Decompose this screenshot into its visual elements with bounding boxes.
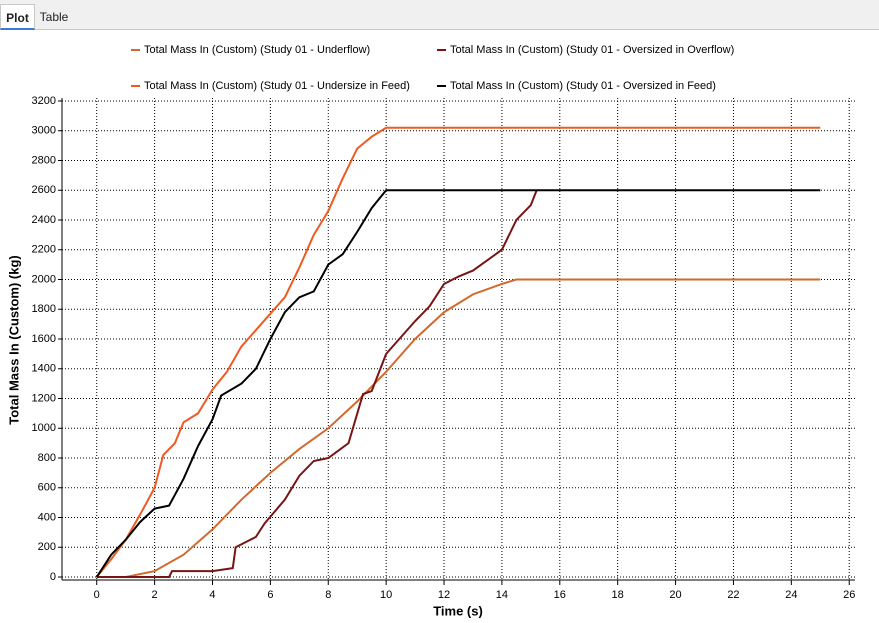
x-tick-label: 0: [94, 589, 100, 601]
legend-label: Total Mass In (Custom) (Study 01 - Under…: [144, 44, 370, 56]
y-tick-label: 2200: [32, 244, 56, 256]
y-tick-label: 3000: [32, 125, 56, 137]
series-line: [96, 189, 538, 579]
x-axis-label: Time (s): [433, 603, 483, 618]
tab[interactable]: Plot: [0, 4, 35, 30]
y-axis-label: Total Mass In (Custom) (kg): [6, 255, 21, 424]
tab-bar: Plot Table: [0, 0, 879, 30]
y-tick-label: 1000: [32, 422, 56, 434]
y-tick-label: 2800: [32, 154, 56, 166]
x-tick-label: 6: [267, 589, 273, 601]
y-tick-label: 800: [38, 452, 56, 464]
legend-label: Total Mass In (Custom) (Study 01 - Overs…: [450, 44, 734, 56]
x-tick-label: 2: [152, 589, 158, 601]
y-tick-label: 1600: [32, 333, 56, 345]
x-tick-label: 4: [209, 589, 215, 601]
x-tick-label: 14: [496, 589, 508, 601]
chart: Time (s) Total Mass In (Custom) (kg) 020…: [6, 44, 855, 619]
x-tick-label: 26: [843, 589, 855, 601]
x-tick-label: 16: [554, 589, 566, 601]
tab[interactable]: Table: [39, 10, 69, 24]
legend-label: Total Mass In (Custom) (Study 01 - Under…: [144, 80, 410, 92]
series-line: [96, 278, 821, 579]
x-tick-label: 20: [669, 589, 681, 601]
y-tick-label: 3200: [32, 95, 56, 107]
y-tick-label: 1800: [32, 303, 56, 315]
x-tick-label: 22: [727, 589, 739, 601]
y-tick-label: 2000: [32, 273, 56, 285]
legend-label: Total Mass In (Custom) (Study 01 - Overs…: [450, 80, 716, 92]
x-tick-label: 12: [438, 589, 450, 601]
y-tick-label: 600: [38, 482, 56, 494]
x-tick-label: 10: [380, 589, 392, 601]
y-tick-label: 2400: [32, 214, 56, 226]
y-tick-label: 400: [38, 511, 56, 523]
y-tick-label: 0: [50, 571, 56, 583]
x-tick-label: 24: [785, 589, 797, 601]
y-tick-label: 1200: [32, 392, 56, 404]
series-line: [95, 189, 821, 578]
x-tick-label: 18: [612, 589, 624, 601]
y-tick-label: 2600: [32, 184, 56, 196]
y-tick-label: 1400: [32, 363, 56, 375]
x-tick-label: 8: [325, 589, 331, 601]
y-tick-label: 200: [38, 541, 56, 553]
series-line: [95, 126, 821, 578]
